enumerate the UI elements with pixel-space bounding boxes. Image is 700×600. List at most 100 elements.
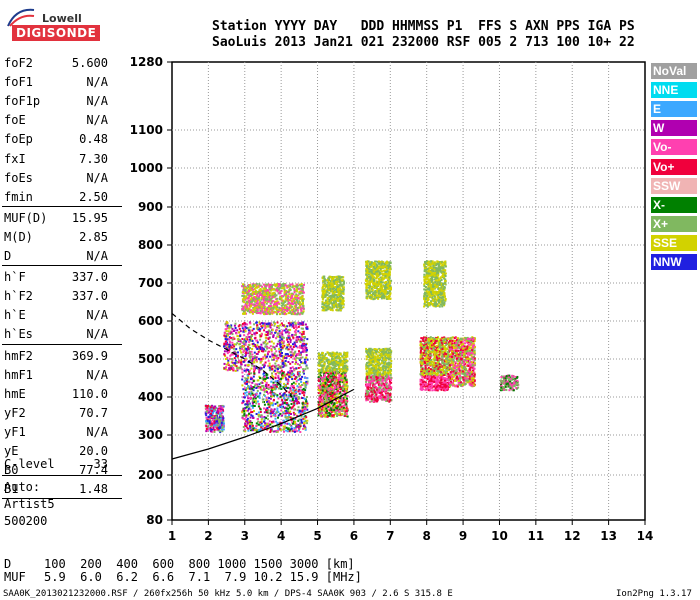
echo-point — [268, 366, 271, 369]
echo-point — [331, 287, 334, 290]
echo-point — [277, 364, 280, 367]
echo-point — [280, 287, 283, 290]
echo-point — [337, 376, 340, 379]
echo-point — [298, 374, 301, 377]
echo-point — [241, 368, 244, 371]
echo-point — [276, 383, 279, 386]
echo-point — [336, 397, 339, 400]
echo-point — [285, 295, 287, 298]
echo-point — [214, 409, 217, 411]
echo-point — [261, 291, 264, 294]
echo-point — [325, 398, 328, 401]
echo-point — [334, 357, 337, 359]
echo-point — [241, 384, 244, 387]
echo-point — [273, 398, 275, 401]
echo-point — [242, 341, 245, 344]
echo-point — [244, 292, 246, 295]
echo-point — [342, 306, 345, 309]
echo-point — [331, 415, 334, 418]
echo-point — [275, 329, 278, 332]
echo-point — [339, 292, 342, 295]
echo-point — [344, 411, 347, 414]
echo-point — [297, 411, 300, 414]
echo-point — [303, 425, 306, 428]
param-value: 15.95 — [71, 210, 108, 225]
echo-point — [334, 293, 337, 296]
echo-point — [338, 305, 341, 307]
echo-point — [328, 306, 331, 309]
echo-point — [247, 427, 250, 430]
echo-point — [293, 287, 296, 290]
echo-point — [262, 283, 265, 286]
echo-point — [289, 362, 292, 365]
echo-point — [302, 310, 305, 313]
echo-point — [268, 283, 271, 286]
echo-point — [329, 408, 332, 411]
echo-point — [317, 405, 320, 408]
echo-point — [298, 291, 301, 293]
echo-point — [345, 413, 348, 415]
echo-point — [341, 286, 344, 289]
echo-point — [297, 330, 300, 333]
echo-point — [233, 362, 236, 365]
echo-point — [326, 393, 329, 396]
echo-point — [320, 359, 323, 361]
echo-point — [319, 410, 322, 413]
echo-point — [265, 411, 268, 414]
echo-point — [229, 345, 232, 348]
echo-point — [238, 327, 241, 330]
echo-point — [325, 371, 327, 374]
x-tick-label: 3 — [241, 529, 249, 543]
echo-point — [286, 307, 289, 310]
echo-point — [274, 380, 277, 383]
echo-point — [330, 376, 333, 379]
echo-point — [294, 322, 297, 325]
echo-point — [258, 295, 260, 298]
echo-point — [241, 285, 244, 288]
echo-point — [321, 301, 324, 303]
echo-point — [257, 345, 260, 348]
echo-point — [266, 307, 268, 310]
echo-point — [249, 388, 252, 391]
echo-point — [318, 413, 321, 416]
echo-point — [251, 358, 254, 360]
echo-point — [292, 353, 295, 356]
echo-point — [324, 309, 327, 312]
echo-point — [378, 395, 381, 398]
echo-point — [334, 385, 336, 388]
echo-point — [250, 304, 253, 307]
echo-point — [257, 413, 260, 416]
echo-point — [267, 289, 270, 292]
echo-point — [252, 283, 255, 286]
echo-point — [291, 286, 294, 289]
echo-point — [326, 410, 328, 413]
echo-point — [279, 346, 282, 348]
echo-point — [328, 412, 331, 414]
echo-point — [252, 394, 255, 397]
echo-point — [345, 383, 348, 386]
echo-point — [205, 428, 208, 430]
echo-point — [320, 382, 323, 385]
echo-point — [346, 353, 349, 356]
echo-point — [304, 407, 307, 410]
echo-point — [330, 411, 333, 414]
echo-point — [300, 311, 303, 314]
echo-point — [279, 355, 282, 358]
echo-point — [242, 291, 244, 294]
echo-point — [257, 326, 259, 329]
echo-point — [269, 323, 272, 326]
echo-point — [343, 380, 346, 383]
echo-point — [260, 357, 263, 360]
echo-point — [212, 419, 214, 422]
param-value: 7.30 — [79, 151, 108, 166]
echo-point — [291, 392, 293, 395]
echo-point — [369, 400, 372, 403]
echo-point — [265, 407, 268, 410]
echo-point — [247, 361, 250, 364]
echo-point — [281, 333, 284, 336]
echo-point — [278, 334, 281, 337]
echo-point — [256, 324, 259, 327]
echo-point — [317, 401, 320, 404]
echo-point — [284, 362, 287, 365]
echo-point — [255, 387, 258, 389]
